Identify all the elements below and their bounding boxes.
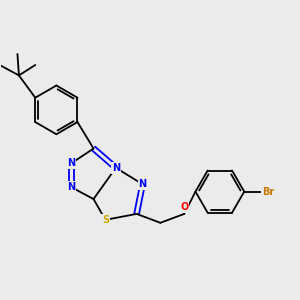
Text: O: O	[180, 202, 188, 212]
Text: N: N	[112, 163, 120, 173]
Text: N: N	[67, 158, 75, 168]
Text: N: N	[139, 179, 147, 189]
Text: N: N	[67, 182, 75, 192]
Text: Br: Br	[262, 187, 274, 196]
Text: S: S	[102, 215, 109, 225]
